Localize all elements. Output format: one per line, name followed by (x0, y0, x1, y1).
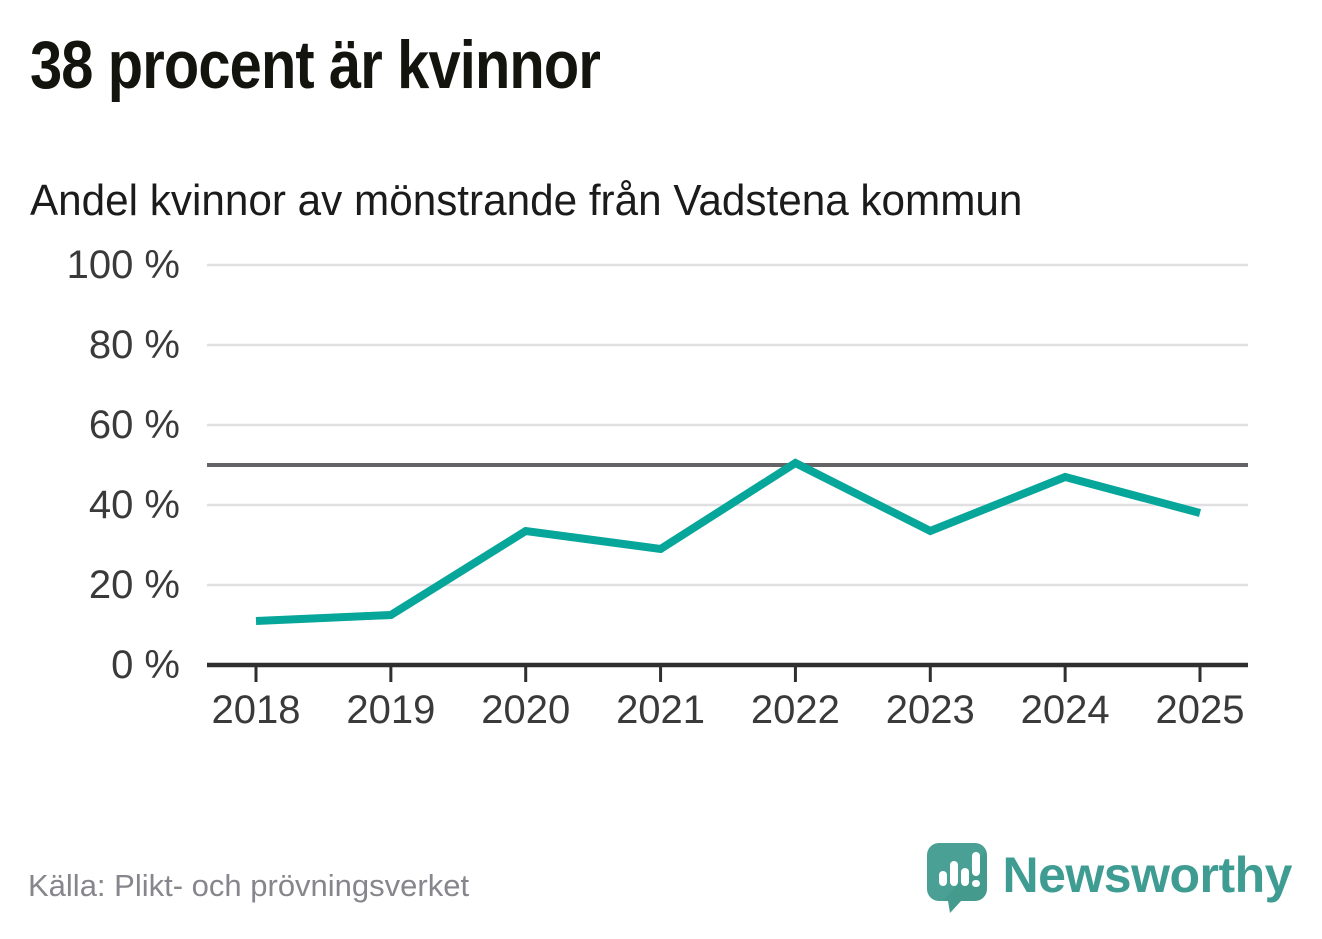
page-title: 38 procent är kvinnor (30, 27, 601, 103)
x-tick-label-2018: 2018 (211, 688, 301, 732)
x-tick-label-2022: 2022 (750, 688, 840, 732)
y-tick-label-0: 0 % (111, 643, 180, 687)
brand-wordmark: Newsworthy (1002, 847, 1292, 903)
x-tick-label-2020: 2020 (481, 688, 571, 732)
exclamation-dot (972, 880, 981, 887)
bar-2 (950, 861, 959, 886)
y-tick-label-80: 80 % (88, 323, 180, 367)
newsworthy-logo-icon (927, 843, 988, 913)
x-tick-label-2023: 2023 (885, 688, 975, 732)
bar-3 (961, 868, 970, 886)
exclamation-stem (972, 852, 981, 876)
data-series-line (255, 458, 1202, 625)
x-tick-label-2019: 2019 (346, 688, 436, 732)
x-tick-label-2025: 2025 (1155, 688, 1245, 732)
chart-subtitle: Andel kvinnor av mönstrande från Vadsten… (30, 176, 1023, 225)
y-tick-label-20: 20 % (88, 563, 180, 607)
y-tick-label-60: 60 % (88, 403, 180, 447)
y-tick-label-40: 40 % (88, 483, 180, 527)
x-tick-label-2024: 2024 (1020, 688, 1110, 732)
bar-1 (939, 871, 948, 886)
y-tick-label-100: 100 % (66, 243, 180, 287)
source-note: Källa: Plikt- och prövningsverket (28, 868, 470, 903)
newsworthy-logo: Newsworthy (926, 842, 1292, 914)
x-tick-label-2021: 2021 (616, 688, 706, 732)
